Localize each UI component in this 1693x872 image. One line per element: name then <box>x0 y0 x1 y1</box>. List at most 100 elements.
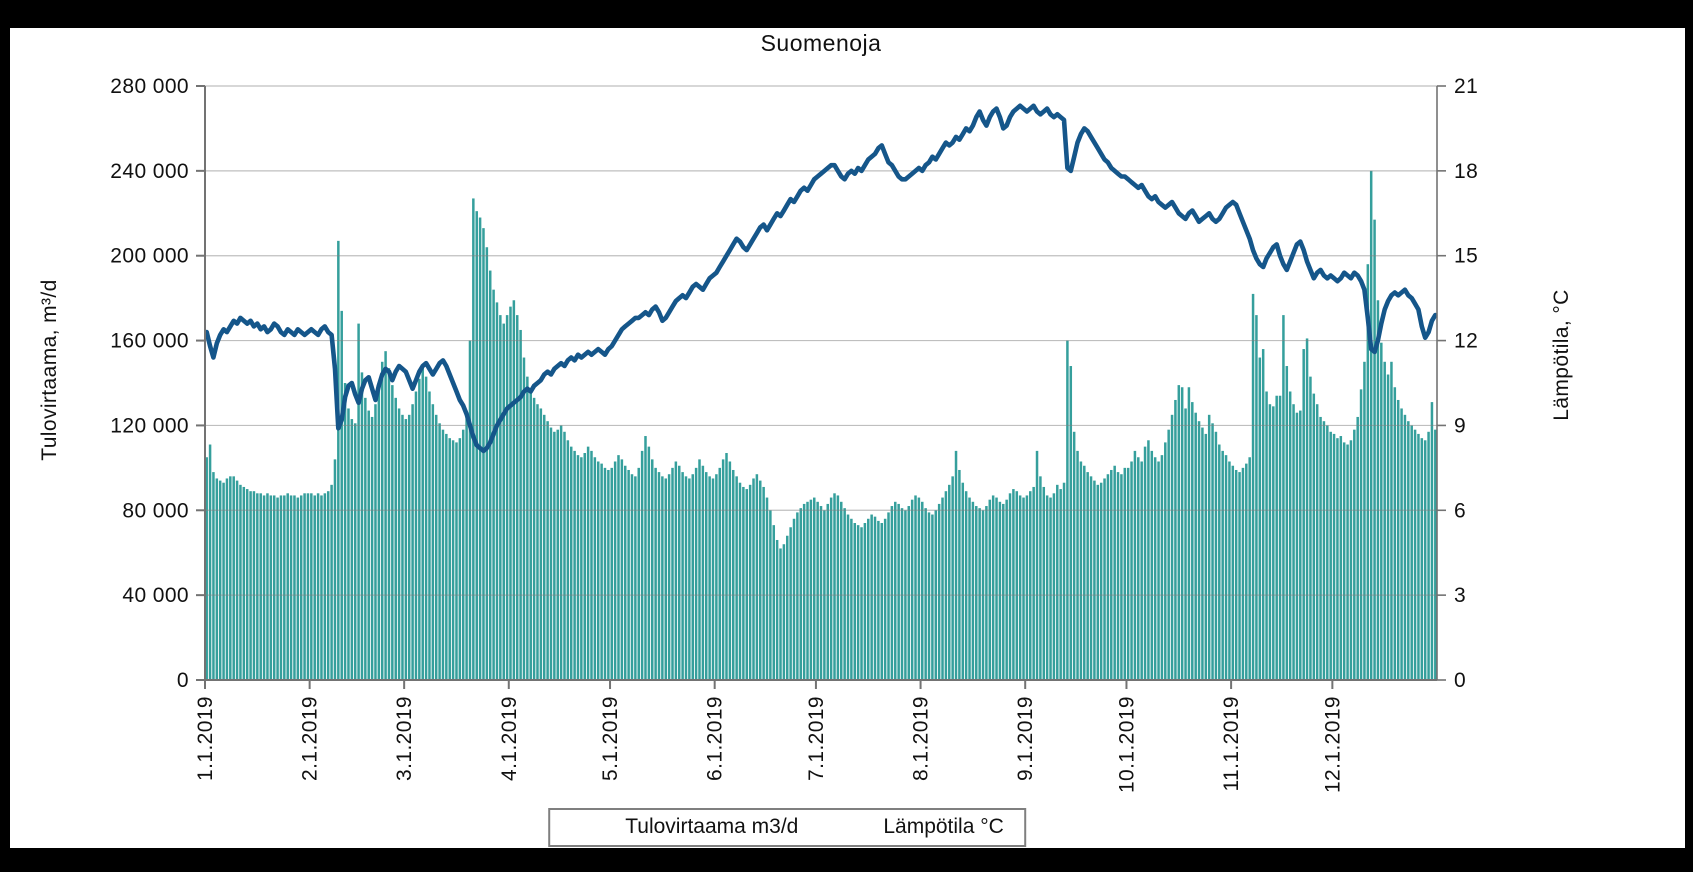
flow-bar <box>455 442 458 680</box>
flow-bar <box>694 467 698 680</box>
flow-bar <box>1329 431 1332 680</box>
flow-bar <box>715 474 718 680</box>
flow-bar <box>532 397 536 680</box>
flow-bar <box>549 427 553 680</box>
flow-bar <box>836 495 840 680</box>
flow-bar <box>681 472 684 680</box>
flow-bar <box>651 459 654 680</box>
combo-chart: 280 000 240 000 200 000 160 000 120 000 80 00… <box>110 75 1478 793</box>
x-tick-label: 6.1.2019 <box>704 696 727 781</box>
flow-bar <box>1228 461 1231 680</box>
flow-bar <box>286 493 289 680</box>
y-right-tick-label: 18 <box>1454 160 1478 183</box>
flow-bar <box>985 506 988 680</box>
flow-bar <box>1251 293 1255 680</box>
flow-bar <box>880 523 884 680</box>
left-axis-title: Tulovirtaama, m³/d <box>38 279 61 461</box>
flow-bar <box>802 503 806 680</box>
flow-bar <box>755 474 759 680</box>
x-tick-label: 5.1.2019 <box>599 696 622 781</box>
temperature-line <box>204 103 1438 454</box>
flow-bar <box>492 289 495 680</box>
flow-bar <box>556 429 559 680</box>
flow-bar <box>1231 465 1235 680</box>
flow-bar <box>424 376 428 680</box>
flow-bar <box>691 474 694 680</box>
flow-bar <box>242 486 246 680</box>
flow-bar <box>448 438 451 680</box>
flow-bar <box>1147 440 1150 680</box>
flow-bar <box>563 431 566 680</box>
flow-bar <box>1150 450 1154 680</box>
flow-bar <box>502 323 505 680</box>
flow-bar <box>1332 433 1336 680</box>
flow-bar <box>978 508 981 680</box>
flow-bar <box>266 493 269 680</box>
flow-bar <box>316 493 320 680</box>
flow-bar <box>1258 357 1262 680</box>
flow-bar <box>897 503 900 680</box>
temperature-swatch <box>828 825 874 830</box>
flow-bar <box>1126 467 1130 680</box>
flow-bar <box>610 467 613 680</box>
flow-bar <box>634 476 637 680</box>
flow-bar <box>917 497 921 680</box>
flow-bar <box>728 461 732 680</box>
flow-bar <box>1309 376 1312 680</box>
flow-bar <box>323 493 327 680</box>
flow-bar <box>212 472 215 680</box>
flow-bar <box>600 463 603 680</box>
flow-bar <box>434 414 438 680</box>
flow-bar <box>657 472 661 680</box>
flow-bar <box>1218 444 1221 680</box>
flow-bar <box>968 497 971 680</box>
flow-bar <box>789 527 792 680</box>
flow-bar <box>1045 495 1049 680</box>
flow-bar <box>1056 484 1059 680</box>
flow-bar <box>1072 431 1076 680</box>
flow-bar <box>640 450 644 680</box>
flow-bar <box>792 518 796 680</box>
flow-bar <box>357 323 360 680</box>
flow-bar <box>1110 469 1113 680</box>
flow-bar <box>485 247 489 681</box>
x-tick-label: 1.1.2019 <box>194 696 217 781</box>
flow-bar <box>404 419 408 680</box>
flow-bar <box>394 397 397 680</box>
x-tick-label: 9.1.2019 <box>1014 696 1037 781</box>
flow-bar <box>988 499 992 680</box>
flow-bar <box>330 484 333 680</box>
flow-bar <box>279 495 283 680</box>
flow-bar <box>975 506 978 680</box>
flow-bar <box>380 361 384 680</box>
flow-bar <box>698 459 701 680</box>
flow-bar <box>1241 467 1245 680</box>
flow-bar <box>647 446 651 680</box>
flow-bar <box>1207 414 1211 680</box>
right-axis-title: Lämpötila, °C <box>1550 289 1573 421</box>
flow-bar <box>900 508 904 680</box>
flow-bar <box>1245 463 1248 680</box>
flow-bar <box>1302 349 1305 680</box>
flow-bar <box>924 508 927 680</box>
flow-bar <box>1197 421 1201 680</box>
y-left-tick-label: 120 000 <box>110 414 189 437</box>
flow-bar <box>1261 349 1265 680</box>
flow-bar <box>759 480 762 680</box>
flow-bar <box>1191 402 1194 680</box>
flow-bar <box>1002 503 1005 680</box>
flow-bar <box>745 489 748 680</box>
flow-bar <box>1295 412 1299 680</box>
flow-bar <box>569 446 573 680</box>
flow-bar <box>1285 366 1289 680</box>
flow-bar <box>1407 421 1410 680</box>
flow-bar <box>1123 467 1127 680</box>
flow-bar <box>829 497 833 680</box>
flow-bar <box>948 484 951 680</box>
flow-bar <box>1204 433 1208 680</box>
flow-bar <box>1029 491 1032 680</box>
flow-bar <box>1268 404 1272 680</box>
flow-bar <box>910 499 914 680</box>
y-right-tick-label: 15 <box>1454 245 1478 268</box>
